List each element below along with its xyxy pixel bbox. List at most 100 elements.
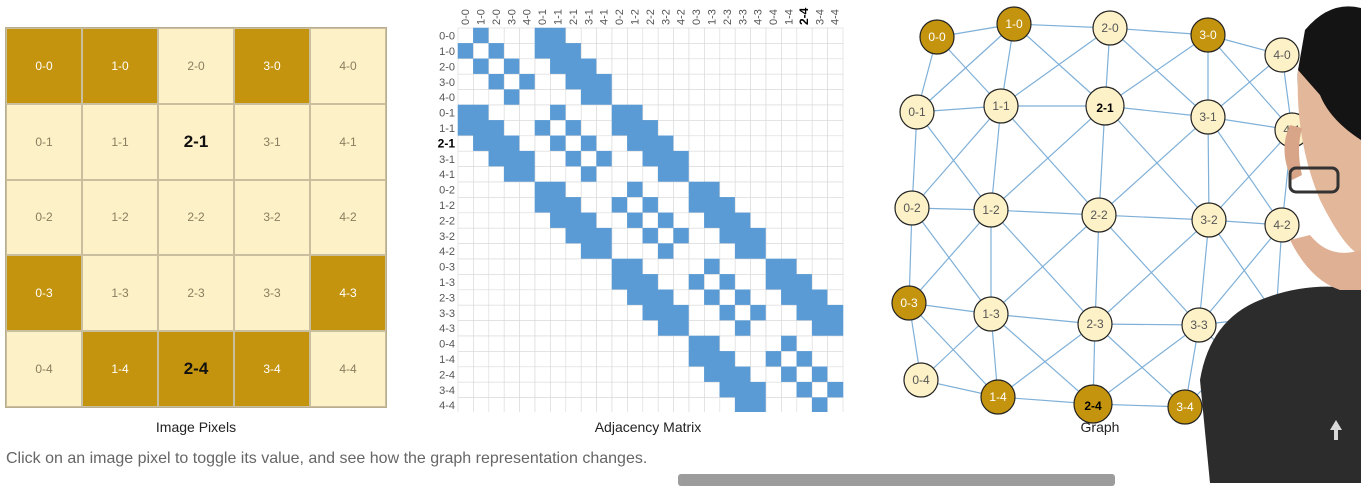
- pixel-3-4[interactable]: 3-4: [234, 331, 310, 407]
- graph-node-3-0[interactable]: 3-0: [1190, 17, 1226, 53]
- matrix-cell: [550, 43, 567, 60]
- matrix-cell: [565, 274, 582, 291]
- graph-node-1-2[interactable]: 1-2: [973, 192, 1009, 228]
- pixel-2-4[interactable]: 2-4: [158, 331, 234, 407]
- matrix-cell: [673, 289, 690, 306]
- matrix-cell: [519, 58, 536, 75]
- matrix-cell: [473, 43, 490, 60]
- matrix-cell: [627, 304, 644, 321]
- graph-node-1-1[interactable]: 1-1: [983, 88, 1019, 124]
- presenter-shirt: [1200, 286, 1361, 483]
- presenter-glasses: [1288, 166, 1340, 194]
- matrix-cell: [796, 43, 813, 60]
- graph-node-label: 2-0: [1101, 21, 1119, 35]
- matrix-cell: [611, 320, 628, 337]
- pixel-1-0[interactable]: 1-0: [82, 28, 158, 104]
- pixel-3-2[interactable]: 3-2: [234, 179, 310, 256]
- matrix-cell: [781, 243, 798, 260]
- pixel-2-1[interactable]: 2-1: [158, 103, 234, 180]
- graph-node-0-2[interactable]: 0-2: [894, 190, 930, 226]
- pixel-2-3[interactable]: 2-3: [158, 255, 234, 332]
- matrix-cell: [488, 89, 505, 106]
- pixel-2-2[interactable]: 2-2: [158, 179, 234, 256]
- graph-node-0-0[interactable]: 0-0: [919, 19, 955, 55]
- matrix-cell: [765, 335, 782, 352]
- pixel-0-0[interactable]: 0-0: [6, 28, 82, 104]
- graph-node-0-3[interactable]: 0-3: [891, 285, 927, 321]
- matrix-cell: [550, 89, 567, 106]
- pixel-4-0[interactable]: 4-0: [310, 28, 386, 104]
- matrix-cell: [503, 181, 520, 198]
- graph-node-2-1[interactable]: 2-1: [1085, 86, 1125, 126]
- graph-node-3-4[interactable]: 3-4: [1167, 389, 1203, 425]
- matrix-cell: [519, 351, 536, 368]
- pixel-3-3[interactable]: 3-3: [234, 255, 310, 332]
- matrix-cell: [688, 58, 705, 75]
- pixel-4-1[interactable]: 4-1: [310, 103, 386, 180]
- matrix-cell: [688, 397, 705, 412]
- pixel-0-4[interactable]: 0-4: [6, 331, 82, 407]
- pixel-1-3[interactable]: 1-3: [82, 255, 158, 332]
- matrix-cell: [488, 43, 505, 60]
- pixel-1-4[interactable]: 1-4: [82, 331, 158, 407]
- pixel-4-4[interactable]: 4-4: [310, 331, 386, 407]
- graph-node-2-0[interactable]: 2-0: [1092, 10, 1128, 46]
- matrix-cell: [704, 135, 721, 152]
- progress-bar[interactable]: [678, 474, 1115, 486]
- graph-node-1-0[interactable]: 1-0: [996, 6, 1032, 42]
- graph-node-1-3[interactable]: 1-3: [973, 296, 1009, 332]
- matrix-cell: [734, 227, 751, 244]
- matrix-col-label: 2-3: [722, 9, 734, 25]
- pixel-0-3[interactable]: 0-3: [6, 255, 82, 332]
- matrix-row-label: 3-1: [439, 154, 455, 166]
- matrix-cell: [534, 104, 551, 121]
- pixel-1-2[interactable]: 1-2: [82, 179, 158, 256]
- matrix-row-label: 2-2: [439, 215, 455, 227]
- matrix-cell: [765, 289, 782, 306]
- matrix-cell: [488, 304, 505, 321]
- pixel-0-2[interactable]: 0-2: [6, 179, 82, 256]
- matrix-cell: [488, 258, 505, 275]
- matrix-cell: [796, 166, 813, 183]
- matrix-cell: [673, 120, 690, 137]
- matrix-cell: [611, 258, 628, 275]
- graph-node-3-2[interactable]: 3-2: [1191, 202, 1227, 238]
- pixel-3-1[interactable]: 3-1: [234, 103, 310, 180]
- matrix-cell: [673, 104, 690, 121]
- graph-node-2-3[interactable]: 2-3: [1077, 306, 1113, 342]
- pixel-0-1[interactable]: 0-1: [6, 103, 82, 180]
- matrix-cell: [827, 120, 844, 137]
- graph-node-1-4[interactable]: 1-4: [980, 379, 1016, 415]
- graph-edge: [1104, 34, 1209, 107]
- graph-node-3-3[interactable]: 3-3: [1181, 307, 1217, 343]
- pixel-4-2[interactable]: 4-2: [310, 179, 386, 256]
- matrix-cell: [457, 274, 474, 291]
- matrix-cell: [596, 197, 613, 214]
- matrix-cell: [704, 89, 721, 106]
- matrix-cell: [688, 351, 705, 368]
- matrix-cell: [596, 258, 613, 275]
- graph-node-4-2[interactable]: 4-2: [1264, 207, 1300, 243]
- graph-node-4-0[interactable]: 4-0: [1264, 37, 1300, 73]
- graph-node-0-4[interactable]: 0-4: [903, 362, 939, 398]
- matrix-cell: [611, 58, 628, 75]
- pixel-4-3[interactable]: 4-3: [310, 255, 386, 332]
- graph-node-2-4[interactable]: 2-4: [1073, 384, 1113, 424]
- matrix-row-label: 1-2: [439, 200, 455, 212]
- matrix-cell: [719, 89, 736, 106]
- matrix-cell: [550, 197, 567, 214]
- graph-node-label: 4-0: [1273, 48, 1291, 62]
- matrix-cell: [457, 335, 474, 352]
- matrix-cell: [473, 181, 490, 198]
- graph-node-0-1[interactable]: 0-1: [899, 94, 935, 130]
- graph-node-3-1[interactable]: 3-1: [1190, 99, 1226, 135]
- pixel-2-0[interactable]: 2-0: [158, 28, 234, 104]
- matrix-cell: [765, 381, 782, 398]
- matrix-cell: [519, 27, 536, 44]
- pixel-3-0[interactable]: 3-0: [234, 28, 310, 104]
- matrix-cell: [734, 335, 751, 352]
- graph-node-2-2[interactable]: 2-2: [1081, 197, 1117, 233]
- image-pixels-caption: Image Pixels: [155, 419, 237, 435]
- matrix-cell: [565, 181, 582, 198]
- pixel-1-1[interactable]: 1-1: [82, 103, 158, 180]
